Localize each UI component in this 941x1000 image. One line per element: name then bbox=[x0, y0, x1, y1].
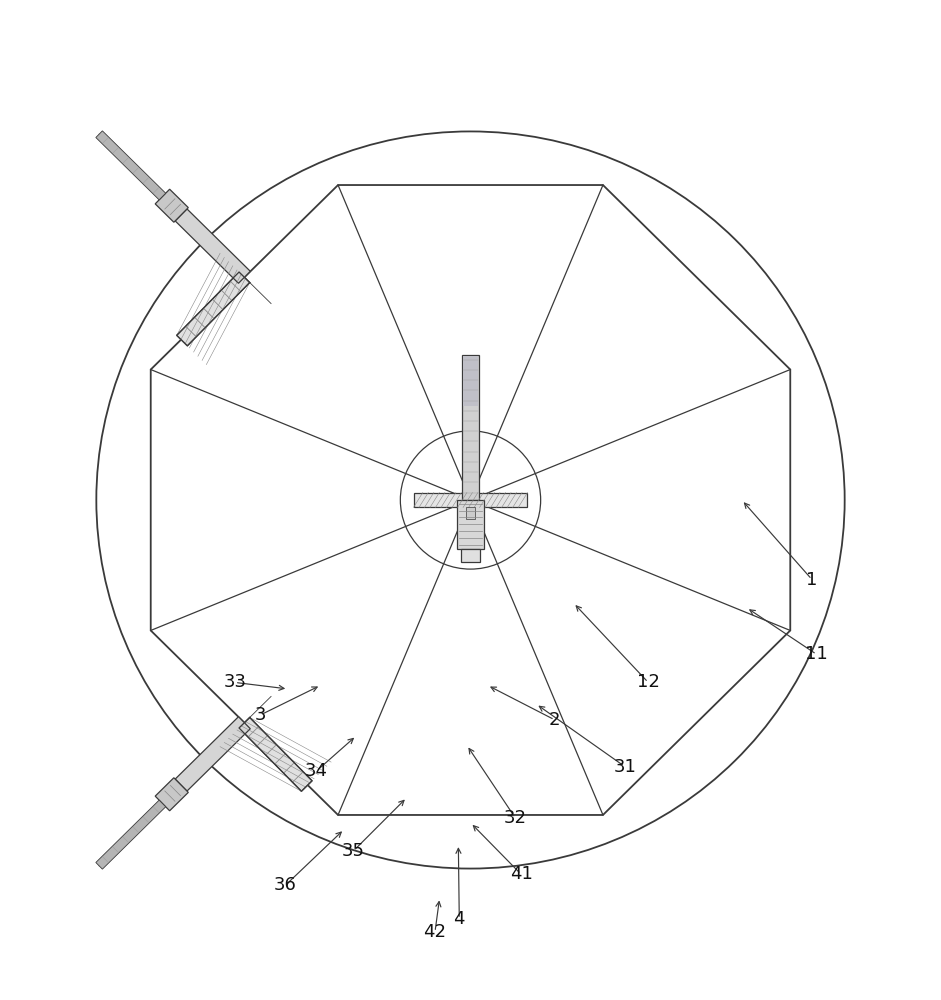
Text: 42: 42 bbox=[423, 923, 446, 941]
Bar bbox=[461, 549, 480, 562]
Polygon shape bbox=[155, 778, 188, 811]
Text: 36: 36 bbox=[274, 876, 296, 894]
Polygon shape bbox=[96, 131, 166, 200]
Bar bbox=[457, 500, 484, 549]
Polygon shape bbox=[96, 800, 166, 869]
Polygon shape bbox=[175, 209, 250, 283]
Polygon shape bbox=[155, 189, 188, 222]
Text: 32: 32 bbox=[503, 809, 527, 827]
Bar bbox=[414, 493, 527, 507]
Text: 35: 35 bbox=[343, 842, 365, 860]
Bar bbox=[463, 356, 478, 406]
Bar bbox=[462, 355, 479, 500]
Polygon shape bbox=[177, 272, 249, 346]
Text: 3: 3 bbox=[254, 706, 265, 724]
Text: 2: 2 bbox=[549, 711, 561, 729]
Text: 4: 4 bbox=[454, 910, 465, 928]
Text: 1: 1 bbox=[806, 571, 818, 589]
Text: 31: 31 bbox=[614, 758, 636, 776]
Polygon shape bbox=[239, 717, 312, 791]
Text: 12: 12 bbox=[637, 673, 660, 691]
Text: 11: 11 bbox=[805, 645, 828, 663]
Text: 34: 34 bbox=[305, 762, 327, 780]
Text: 41: 41 bbox=[510, 865, 533, 883]
Bar bbox=[466, 507, 475, 519]
Text: 33: 33 bbox=[223, 673, 247, 691]
Polygon shape bbox=[175, 717, 250, 791]
